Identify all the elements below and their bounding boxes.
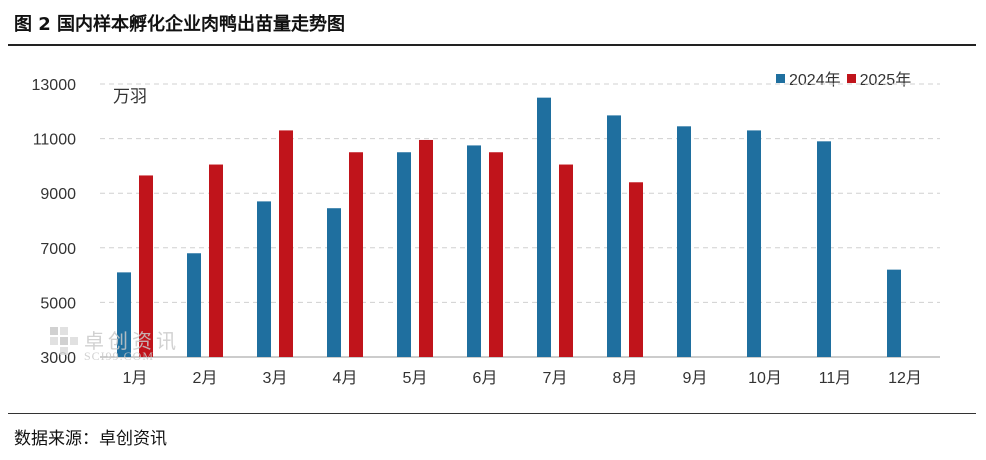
bar-2024 [677,126,691,357]
bar-2024 [117,272,131,357]
x-tick-label: 11月 [819,370,852,387]
bar-2024 [607,115,621,358]
bar-2024 [537,97,551,358]
source-note: 数据来源：卓创资讯 [14,429,167,449]
bar-2025 [279,130,293,357]
bar-2025 [559,164,573,357]
x-tick-label: 5月 [403,370,428,387]
bar-2024 [397,152,411,357]
y-tick-label: 11000 [33,132,76,149]
legend-swatch-2025 [846,73,856,83]
legend-swatch-2024 [776,73,785,83]
bar-2025 [349,152,363,357]
legend-label-2025: 2025年 [859,72,912,89]
y-tick-label: 13000 [32,77,77,94]
watermark-subtext: SCI99.COM [84,349,155,363]
x-tick-label: 1月 [123,370,148,387]
bar-2024 [187,253,201,357]
legend-label-2024: 2024年 [789,72,841,89]
bar-2024 [257,201,271,357]
y-tick-label: 9000 [40,186,76,203]
bar-2025 [209,164,223,357]
legend-item-2024: 2024年 [776,66,841,90]
y-unit-label: 万羽 [113,87,147,107]
bar-2024 [467,145,481,357]
bar-2024 [817,141,831,357]
y-tick-label: 5000 [40,295,76,312]
x-tick-label: 12月 [888,370,922,387]
bar-2024 [747,130,761,357]
figure-title: 图 2 国内样本孵化企业肉鸭出苗量走势图 [14,14,346,35]
bar-2025 [489,152,503,357]
bar-2024 [327,208,341,357]
watermark-text: 卓创资讯 [84,329,180,353]
top-rule [8,44,976,46]
watermark-logo-icon [50,327,78,355]
x-tick-label: 7月 [543,370,568,387]
y-tick-label: 7000 [40,241,76,258]
legend: 2024年 2025年 [776,66,917,90]
x-tick-label: 2月 [193,370,218,387]
legend-item-2025: 2025年 [846,66,912,90]
x-tick-label: 8月 [613,370,638,387]
x-tick-label: 4月 [333,370,358,387]
bar-2024 [887,269,901,357]
bar-2025 [419,139,433,357]
bottom-rule [8,413,976,414]
bar-2025 [139,175,153,357]
bar-2025 [629,182,643,357]
x-tick-label: 3月 [263,370,288,387]
x-tick-label: 6月 [473,370,498,387]
x-tick-label: 9月 [683,370,708,387]
x-tick-label: 10月 [748,370,782,387]
